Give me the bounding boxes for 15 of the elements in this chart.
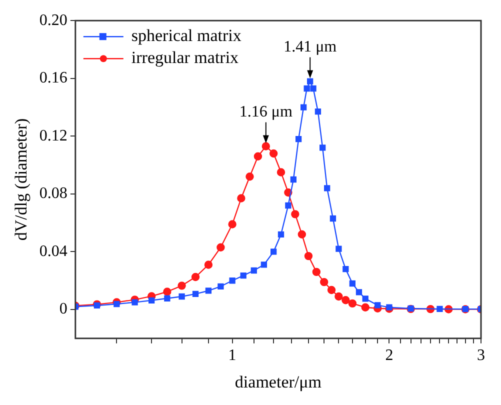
legend-label: spherical matrix (131, 26, 242, 46)
x-tick-label: 2 (385, 347, 394, 364)
y-tick-label: 0.20 (39, 12, 68, 29)
annotation: 1.41 μm (284, 38, 338, 56)
x-axis-title: diameter/μm (234, 372, 322, 392)
y-tick-label: 0.08 (39, 185, 68, 202)
annotation: 1.16 μm (239, 103, 293, 120)
y-tick-label: 0.04 (39, 242, 68, 260)
x-tick-label: 1 (228, 347, 236, 364)
y-tick-label: 0.16 (39, 70, 68, 87)
legend-label: irregular matrix (131, 48, 240, 68)
y-tick-label: 0 (59, 300, 68, 318)
y-axis-title: dV/dlg (diameter) (12, 118, 31, 241)
x-tick-label: 3 (477, 347, 485, 364)
y-tick-label: 0.12 (39, 127, 68, 144)
